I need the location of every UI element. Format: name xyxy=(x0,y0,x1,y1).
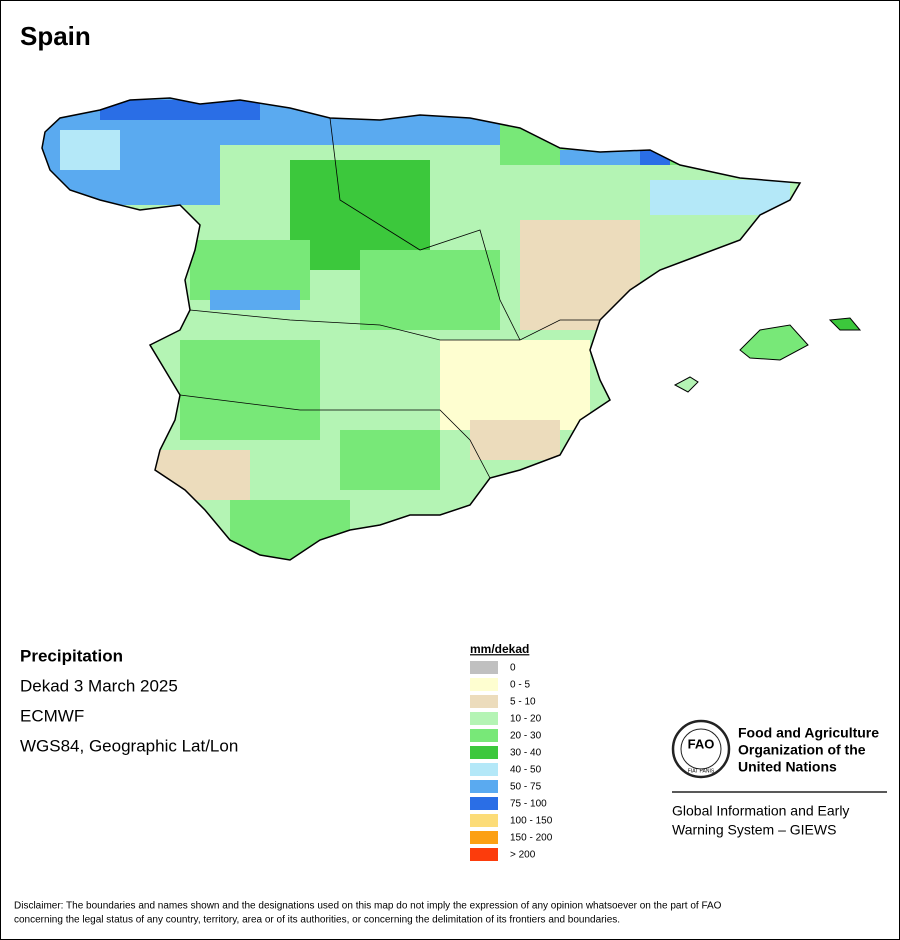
island-ibiza xyxy=(673,376,699,393)
org-name: United Nations xyxy=(738,759,837,775)
legend-swatch xyxy=(470,763,498,776)
region-border xyxy=(179,394,491,479)
info-line: Precipitation xyxy=(20,646,123,665)
legend-label: > 200 xyxy=(510,850,536,861)
system-name: Global Information and Early xyxy=(672,803,849,819)
info-line: WGS84, Geographic Lat/Lon xyxy=(20,736,238,755)
legend-swatch xyxy=(470,814,498,827)
legend-swatch xyxy=(470,831,498,844)
legend-label: 20 - 30 xyxy=(510,731,542,742)
logo-motto: FIAT PANIS xyxy=(688,768,715,774)
field-cell xyxy=(180,340,320,440)
field-cell xyxy=(560,150,660,165)
legend-swatch xyxy=(470,661,498,674)
info-block: Precipitation Dekad 3 March 2025 ECMWF W… xyxy=(20,646,238,755)
legend-label: 40 - 50 xyxy=(510,765,542,776)
field-cell xyxy=(100,100,260,120)
field-cell xyxy=(60,130,120,170)
info-line: Dekad 3 March 2025 xyxy=(20,676,178,695)
logo-ring xyxy=(671,719,731,779)
legend-title: mm/dekad xyxy=(470,642,529,656)
disclaimer: Disclaimer: The boundaries and names sho… xyxy=(14,901,722,912)
legend-swatch xyxy=(470,678,498,691)
org-name: Food and Agriculture xyxy=(738,725,879,741)
legend-label: 150 - 200 xyxy=(510,833,553,844)
legend-label: 5 - 10 xyxy=(510,697,536,708)
legend-label: 100 - 150 xyxy=(510,816,553,827)
field-cell xyxy=(360,250,500,330)
island-mallorca xyxy=(739,324,809,361)
field-cell xyxy=(650,180,790,215)
info-line: ECMWF xyxy=(20,706,84,725)
legend-label: 50 - 75 xyxy=(510,782,542,793)
map-title: Spain xyxy=(20,21,91,51)
disclaimer: concerning the legal status of any count… xyxy=(14,915,620,926)
legend-label: 10 - 20 xyxy=(510,714,542,725)
island-menorca xyxy=(828,317,862,331)
logo-acronym: FAO xyxy=(688,736,715,751)
legend-swatch xyxy=(470,729,498,742)
field-cell xyxy=(470,420,560,460)
org-name: Organization of the xyxy=(738,742,866,758)
legend: 0 0 - 5 5 - 10 10 - 20 20 - 30 30 - 40 40 - 50… xyxy=(470,661,553,861)
field-cell xyxy=(440,340,590,430)
region-border xyxy=(329,117,521,341)
field-cell xyxy=(210,290,300,310)
legend-swatch xyxy=(470,712,498,725)
legend-swatch xyxy=(470,695,498,708)
legend-label: 75 - 100 xyxy=(510,799,547,810)
fao-logo: FAO FIAT PANIS xyxy=(671,719,731,779)
legend-swatch xyxy=(470,848,498,861)
legend-label: 30 - 40 xyxy=(510,748,542,759)
region-border xyxy=(189,309,600,341)
legend-label: 0 xyxy=(510,663,516,674)
legend-swatch xyxy=(470,746,498,759)
legend-label: 0 - 5 xyxy=(510,680,530,691)
logo-inner xyxy=(680,728,722,770)
field-cell xyxy=(340,430,440,490)
legend-swatch xyxy=(470,780,498,793)
legend-swatch xyxy=(470,797,498,810)
system-name: Warning System – GIEWS xyxy=(672,822,836,838)
